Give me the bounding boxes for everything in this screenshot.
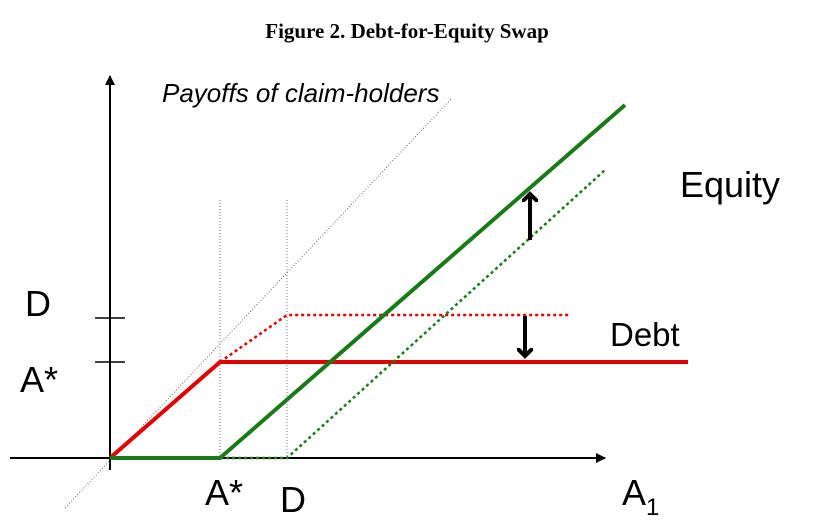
x-tick-label: A* (205, 472, 243, 513)
x-axis-label: A1 (622, 472, 659, 521)
x-tick-label: D (280, 479, 306, 520)
y-axis-label: Payoffs of claim-holders (162, 78, 439, 108)
debt-after (108, 360, 688, 460)
y-tick-label: D (25, 283, 51, 324)
debt-label: Debt (610, 316, 680, 353)
debt-before (219, 313, 570, 364)
y-tick-label: A* (20, 359, 58, 400)
x-axis-label-main: A (622, 472, 646, 513)
equity-after (110, 103, 627, 460)
title: Figure 2. Debt-for-Equity Swap (265, 19, 549, 43)
equity-before (220, 169, 606, 460)
equity-label: Equity (680, 164, 780, 205)
x-axis-label-subscript: 1 (646, 494, 659, 521)
